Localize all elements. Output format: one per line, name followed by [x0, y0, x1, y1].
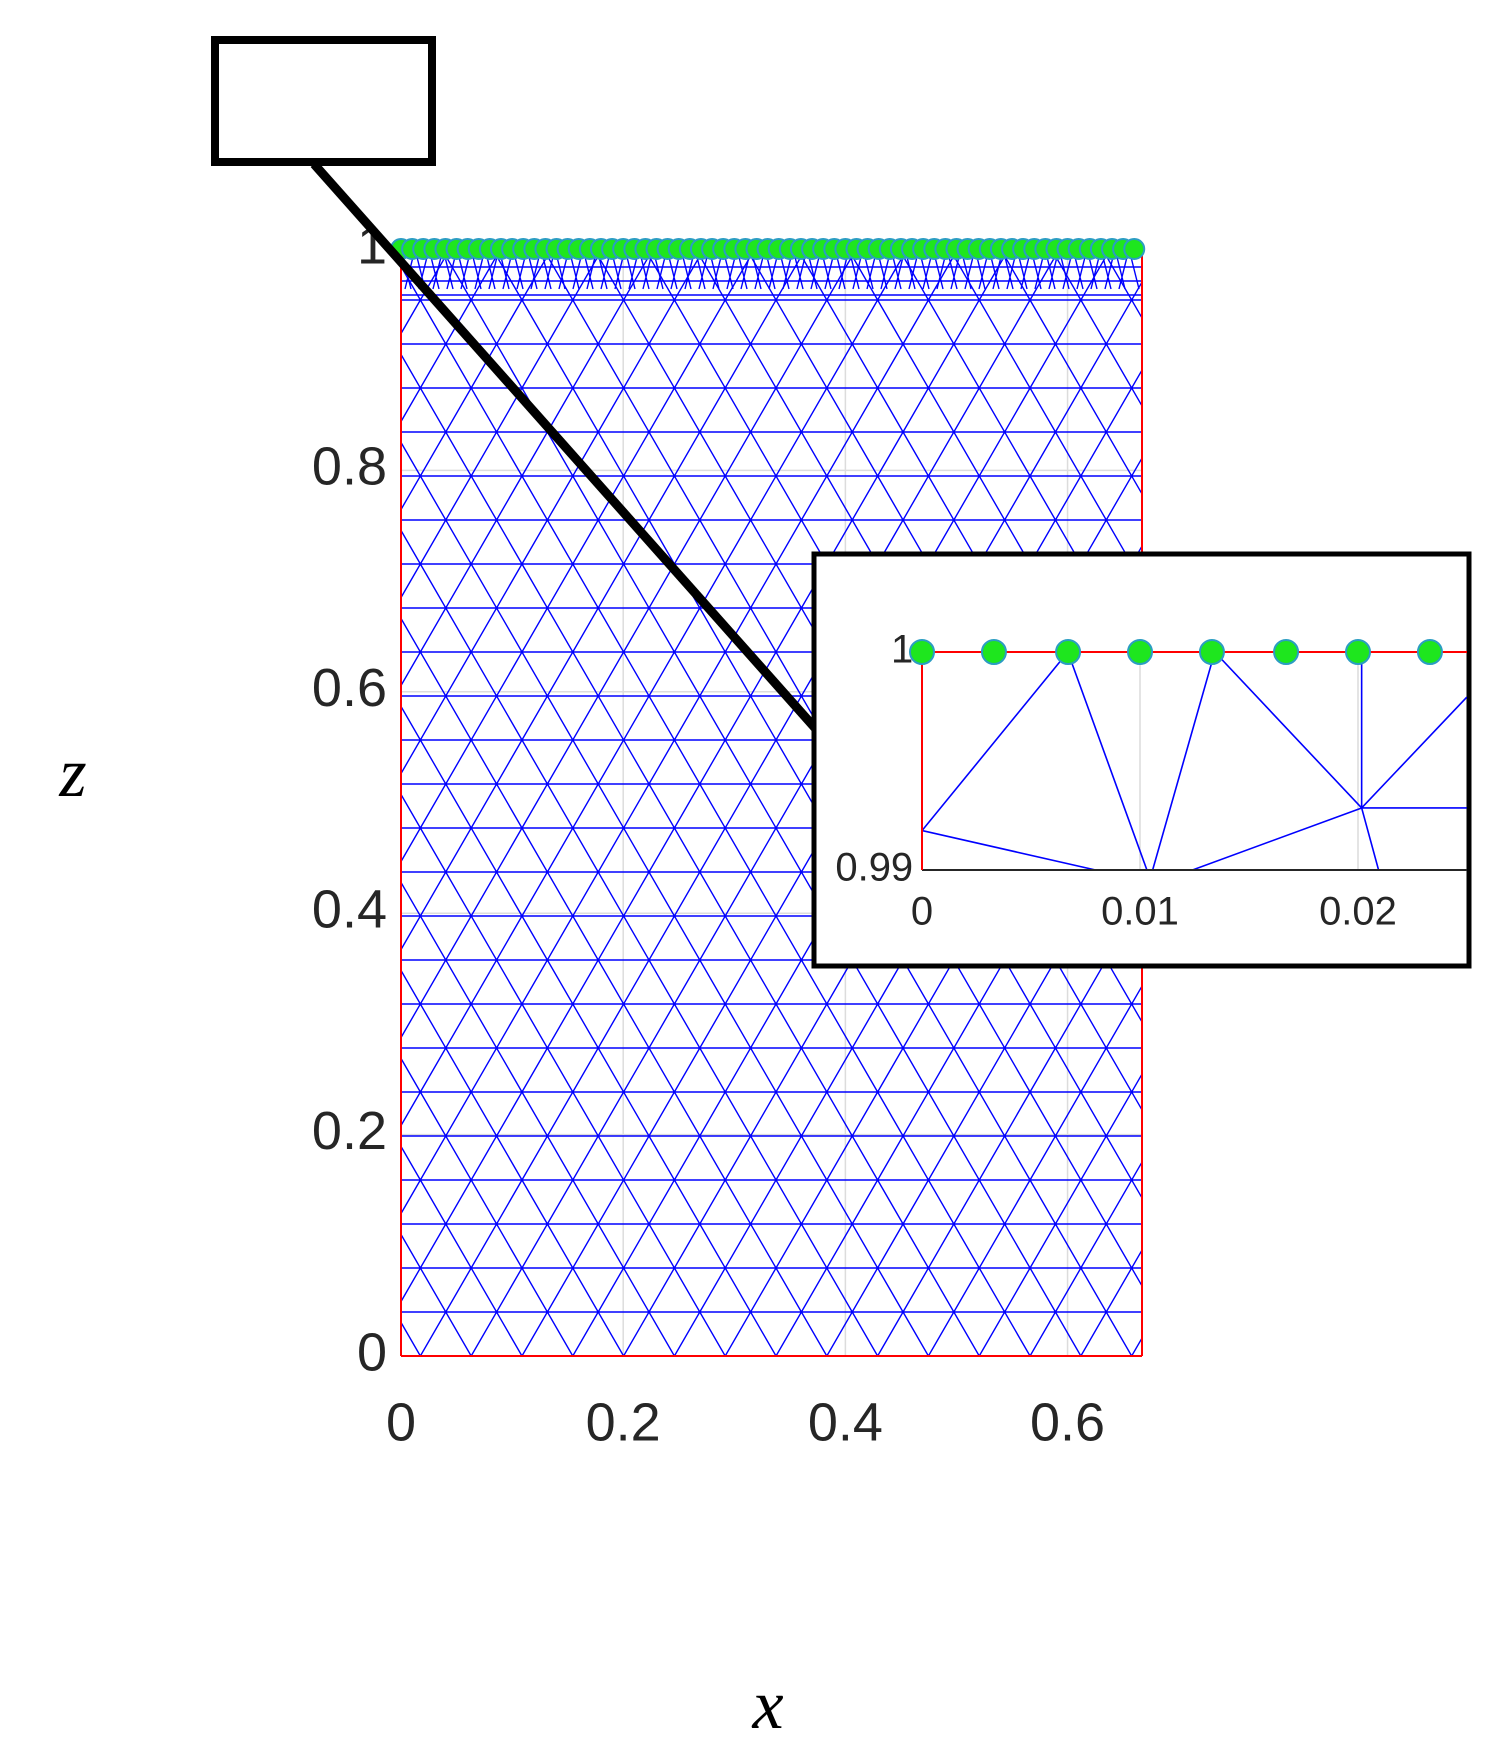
point: [1198, 639, 1225, 665]
inset-axes: 0 0.01 0.02 0.99 1: [835, 628, 1467, 934]
y-tick-label: 0.99: [835, 846, 913, 890]
y-tick-label: 0.6: [312, 658, 387, 718]
y-tick-label: 0.4: [312, 879, 387, 939]
mesh: [922, 652, 1467, 870]
y-axis-label: z: [58, 735, 86, 812]
x-tick-label: 0: [386, 1392, 416, 1452]
x-tick-label: 0.02: [1319, 890, 1397, 934]
y-tick-label: 1: [891, 628, 913, 672]
y-tick-label: 0: [357, 1322, 387, 1382]
y-tick-label: 0.2: [312, 1101, 387, 1161]
point: [1345, 639, 1371, 665]
point: [980, 639, 1007, 665]
callout-box: [211, 36, 436, 166]
point: [1127, 639, 1153, 665]
x-tick-label: 0.4: [808, 1392, 883, 1452]
x-axis-label: x: [751, 1667, 783, 1744]
point: [909, 639, 935, 665]
y-tick-label: 0.8: [312, 437, 387, 497]
point: [1273, 639, 1300, 665]
x-tick-label: 0: [911, 890, 933, 934]
inset-frame: [811, 551, 1472, 969]
x-tick-label: 0.6: [1030, 1392, 1105, 1452]
point: [1416, 639, 1443, 665]
x-tick-label: 0.2: [586, 1392, 661, 1452]
point: [1055, 639, 1082, 665]
x-tick-label: 0.01: [1101, 890, 1179, 934]
mesh-edges: [922, 652, 1467, 870]
point: [1123, 238, 1146, 260]
callout-line: [310, 161, 843, 758]
